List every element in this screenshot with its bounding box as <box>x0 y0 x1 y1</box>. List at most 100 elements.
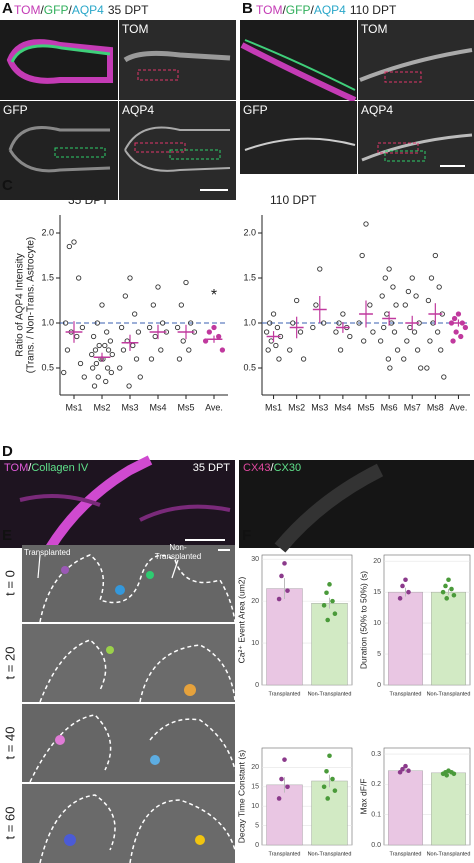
channel: TOM <box>14 3 40 17</box>
time: 35 DPT <box>108 3 149 17</box>
x-tick-label: Ms7 <box>404 402 421 412</box>
sep: / <box>310 3 314 17</box>
sep: / <box>282 3 286 17</box>
point <box>359 252 365 259</box>
y-axis-label: (Trans. / Non-Trans. Astrocyte) <box>26 237 37 374</box>
point <box>436 284 442 290</box>
y-tick-label: 0.5 <box>41 362 54 372</box>
point <box>132 311 138 317</box>
x-tick-label: Ms4 <box>334 402 351 412</box>
point <box>79 324 86 331</box>
annotation: Transplanted <box>155 552 201 561</box>
point <box>276 796 282 801</box>
panel-label: C <box>2 177 13 194</box>
point <box>130 342 136 349</box>
y-tick-label: 0.2 <box>371 781 381 788</box>
point <box>267 320 273 326</box>
point <box>385 356 391 362</box>
point <box>146 324 153 331</box>
point <box>414 347 421 353</box>
point <box>363 221 369 227</box>
channel: TOM <box>4 462 28 474</box>
y-tick-label: 0 <box>377 682 381 689</box>
x-tick-label: Ms1 <box>265 402 282 412</box>
y-tick-label: 1.5 <box>41 272 54 282</box>
y-tick-label: 1.0 <box>243 317 256 327</box>
point <box>108 369 114 376</box>
inset-label: TOM <box>122 22 148 36</box>
x-tick-label: Transplanted <box>390 851 422 857</box>
point <box>74 333 80 340</box>
chart-title: 110 DPT <box>270 193 317 207</box>
point <box>102 342 108 349</box>
point <box>274 324 281 331</box>
point <box>137 374 143 380</box>
point <box>400 583 405 589</box>
point <box>155 284 161 290</box>
point <box>443 583 448 589</box>
point <box>285 588 290 593</box>
point <box>458 333 464 340</box>
point <box>453 329 459 335</box>
point <box>282 561 287 566</box>
point <box>89 351 95 358</box>
bar <box>311 780 348 846</box>
point <box>64 347 71 353</box>
point <box>178 302 184 308</box>
sep: / <box>68 3 72 17</box>
point <box>450 338 456 344</box>
point <box>451 592 457 598</box>
point <box>188 320 194 326</box>
panel-label: D <box>2 443 13 460</box>
point <box>401 356 407 362</box>
point <box>180 338 186 344</box>
x-tick-label: Ms8 <box>427 402 444 412</box>
point <box>332 788 338 793</box>
y-tick-label: 10 <box>373 620 381 627</box>
point <box>424 365 430 371</box>
inset-label: GFP <box>243 103 268 117</box>
point <box>126 383 132 389</box>
point <box>279 573 284 579</box>
point <box>327 753 332 759</box>
point <box>317 266 323 272</box>
y-tick-label: 0.5 <box>243 362 256 372</box>
y-axis-label: Ca²⁺ Event Area (um2) <box>236 576 246 663</box>
point <box>105 347 112 353</box>
x-tick-label: Non-Transplanted <box>427 851 471 857</box>
y-tick-label: 2.0 <box>41 227 54 237</box>
point <box>330 598 335 604</box>
inset-label: GFP <box>3 103 28 117</box>
point <box>313 302 319 308</box>
point <box>440 771 446 777</box>
y-axis-label: Decay Time Constant (s) <box>236 750 246 844</box>
x-tick-label: Ms5 <box>177 402 194 412</box>
point <box>324 590 329 596</box>
point <box>103 378 109 385</box>
point <box>90 365 96 371</box>
point <box>186 347 192 353</box>
annotation: Non- <box>169 543 187 552</box>
point <box>77 360 84 367</box>
point <box>273 342 279 349</box>
y-tick-label: 2.0 <box>243 227 256 237</box>
sep: / <box>271 462 275 474</box>
x-tick-label: Ms2 <box>288 402 305 412</box>
point <box>176 356 183 362</box>
inset-label: AQP4 <box>361 103 393 117</box>
panel-b-images <box>240 20 474 174</box>
point <box>446 577 451 583</box>
point <box>287 347 293 353</box>
bar <box>266 784 303 846</box>
point <box>96 342 102 349</box>
point <box>93 360 100 367</box>
point <box>432 252 438 259</box>
point <box>406 768 411 774</box>
point <box>300 356 307 362</box>
point <box>411 329 418 335</box>
bar <box>311 603 348 686</box>
inset-label: AQP4 <box>122 103 154 117</box>
point <box>120 347 127 353</box>
y-tick-label: 10 <box>251 803 259 810</box>
point <box>428 275 435 281</box>
